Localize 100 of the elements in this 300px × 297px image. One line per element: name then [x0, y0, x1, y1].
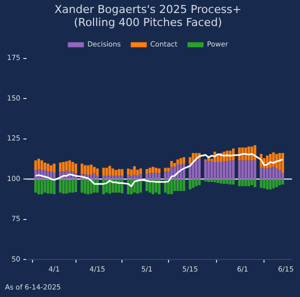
bar — [213, 162, 216, 180]
bar — [108, 166, 112, 176]
bar — [136, 170, 139, 176]
bar — [46, 164, 50, 172]
bar — [241, 160, 244, 180]
bar — [148, 173, 152, 180]
bar — [158, 168, 160, 174]
bar — [238, 160, 241, 180]
bar — [146, 174, 148, 180]
bar — [182, 157, 186, 164]
bar — [93, 173, 96, 180]
bar — [130, 169, 133, 176]
bar — [118, 176, 120, 180]
bar — [220, 162, 222, 180]
bar — [272, 179, 275, 188]
bar — [238, 179, 241, 186]
bar — [194, 179, 198, 186]
bar — [262, 179, 266, 188]
bar — [232, 160, 235, 180]
bar — [71, 179, 74, 193]
bar — [50, 165, 52, 172]
bar — [281, 179, 284, 185]
bar — [80, 179, 84, 193]
bar — [139, 174, 142, 180]
bar — [275, 168, 278, 180]
bar — [176, 159, 180, 165]
bar — [93, 166, 96, 174]
bar — [254, 160, 256, 180]
bar — [207, 179, 210, 182]
bar — [112, 168, 114, 176]
bar — [188, 179, 192, 190]
bar — [52, 172, 56, 180]
bar — [220, 179, 222, 184]
bar — [228, 179, 232, 185]
bar — [179, 179, 182, 191]
bar — [126, 168, 130, 175]
bar — [133, 174, 136, 180]
bar — [80, 164, 84, 174]
bar — [120, 169, 124, 176]
bar — [44, 179, 46, 193]
bar — [40, 179, 44, 194]
bar — [74, 164, 78, 174]
bar — [146, 169, 148, 174]
bar — [62, 162, 65, 172]
bar — [244, 160, 247, 180]
bar — [226, 161, 228, 180]
bar — [59, 162, 62, 172]
bar — [105, 168, 108, 176]
chart-title: Xander Bogaerts's 2025 Process+ (Rolling 400 Pitches Faced) — [54, 3, 242, 29]
bar — [232, 179, 235, 185]
bar — [210, 179, 214, 182]
bar — [68, 160, 71, 172]
bar — [37, 158, 40, 170]
bar — [86, 179, 90, 194]
bar — [194, 159, 198, 180]
bar — [244, 179, 247, 186]
bar — [182, 179, 186, 191]
bar — [241, 179, 244, 186]
bar — [207, 161, 210, 180]
bar — [216, 162, 220, 180]
bar — [173, 162, 176, 167]
bar — [74, 179, 78, 192]
bar — [102, 168, 105, 176]
bar — [226, 179, 228, 184]
bar — [139, 168, 142, 174]
bar — [118, 169, 120, 176]
bar — [198, 158, 201, 180]
bar — [222, 161, 226, 180]
bar — [164, 172, 167, 180]
bar — [46, 179, 50, 194]
bar — [133, 166, 136, 175]
bar — [216, 179, 220, 183]
bar — [71, 162, 74, 172]
bar — [148, 168, 152, 174]
bar — [44, 162, 46, 170]
bar — [222, 179, 226, 184]
bar — [90, 164, 93, 175]
bar — [281, 152, 284, 174]
bar — [192, 179, 194, 188]
bar — [173, 179, 176, 191]
bar — [170, 179, 173, 194]
bar — [176, 179, 180, 191]
bar — [213, 179, 216, 182]
bar — [272, 166, 275, 180]
bar — [34, 160, 37, 170]
bar — [68, 179, 71, 193]
bar — [260, 168, 262, 180]
bar — [108, 176, 112, 180]
bar — [52, 164, 56, 173]
bar — [275, 179, 278, 188]
bar — [204, 160, 207, 180]
bar — [154, 172, 158, 180]
bar — [198, 179, 201, 186]
bar — [126, 174, 130, 180]
bar — [210, 161, 214, 180]
bar — [65, 161, 68, 171]
bar — [34, 179, 37, 193]
bar — [86, 165, 90, 175]
bar — [269, 179, 272, 190]
bar — [260, 179, 262, 188]
